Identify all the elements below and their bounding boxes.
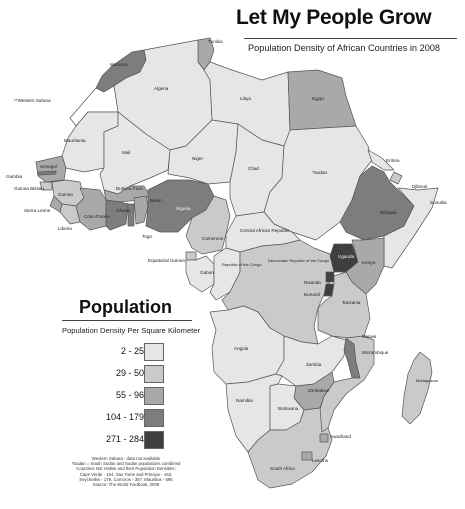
label-liberia: Liberia — [58, 226, 72, 231]
label-angola: Angola — [234, 346, 249, 351]
label-algeria: Algeria — [154, 86, 169, 91]
country-djibouti — [389, 171, 403, 185]
legend-swatch — [144, 431, 164, 449]
label-chad: Chad — [248, 166, 259, 171]
note-line: Western Sahara - data not available — [91, 456, 161, 461]
label-madagascar: Madagascar — [416, 378, 439, 383]
label-morocco: Morocco — [110, 62, 128, 67]
label-car: Central African Republic — [240, 228, 290, 233]
label-uganda: Uganda — [338, 254, 355, 259]
legend-swatch — [144, 365, 164, 383]
label-libya: Libya — [240, 96, 251, 101]
country-ghana — [105, 199, 129, 231]
label-tanzania: Tanzania — [342, 300, 361, 305]
label-niger: Niger — [192, 156, 203, 161]
label-sierra-leone: Sierra Leone — [24, 208, 51, 213]
label-south-africa: South Africa — [270, 466, 295, 471]
label-cote-divoire: Cote d'Ivoire — [84, 214, 110, 219]
label-sudan: *Sudan — [312, 170, 328, 175]
label-benin: Benin — [150, 198, 162, 203]
note-line: Source: The World Factbook, 2009 — [92, 482, 160, 488]
label-lesotho: Lesotho — [312, 458, 329, 463]
country-benin — [133, 195, 149, 225]
legend-subtitle: Population Density Per Square Kilometer — [62, 326, 201, 335]
legend-item: 29 - 50 — [80, 365, 190, 383]
legend-divider — [62, 320, 192, 321]
country-swaziland — [319, 433, 329, 443]
country-south-africa — [247, 407, 333, 489]
country-togo — [127, 203, 135, 227]
country-rwanda — [325, 271, 335, 283]
label-burundi: Burundi — [304, 292, 320, 297]
label-nigeria: Nigeria — [176, 206, 191, 211]
map-title: Let My People Grow — [236, 6, 432, 29]
label-cameroon: Cameroon — [202, 236, 224, 241]
legend-swatch — [144, 409, 164, 427]
label-rwanda: Rwanda — [304, 280, 321, 285]
label-eritrea: Eritrea — [386, 158, 400, 163]
legend-item-label: 2 - 25 — [120, 346, 144, 356]
label-drc: Democratic Republic of the Congo — [268, 258, 330, 263]
label-equatorial-guinea: Equatorial Guinea — [148, 258, 185, 263]
legend-swatch — [144, 343, 164, 361]
country-kenya — [345, 237, 385, 295]
label-egypt: Egypt — [312, 96, 324, 101]
label-namibia: Namibia — [236, 398, 253, 403]
label-zambia: Zambia — [306, 362, 322, 367]
label-mozambique: Mozambique — [362, 350, 389, 355]
label-swaziland: Swaziland — [330, 434, 351, 439]
legend-item-label: 55 - 96 — [115, 390, 144, 400]
country-guinea-bissau — [39, 181, 53, 191]
label-western-sahara: **Western Sahara — [14, 98, 51, 103]
title-divider — [244, 38, 457, 39]
legend-item: 55 - 96 — [80, 387, 190, 405]
label-gambia: Gambia — [6, 174, 23, 179]
label-botswana: Botswana — [278, 406, 299, 411]
label-zimbabwe: Zimbabwe — [308, 388, 330, 393]
map-subtitle: Population Density of African Countries … — [248, 43, 441, 53]
country-gambia — [37, 170, 57, 176]
note-line: Cape Verde - 104, Sao Tome and Principe … — [79, 471, 173, 477]
label-gabon: Gabon — [200, 270, 214, 275]
label-malawi: Malawi — [362, 334, 376, 339]
country-zambia — [275, 335, 347, 387]
note-line: Countries Not Visible and their Populati… — [76, 466, 176, 472]
label-senegal: Senegal — [40, 164, 57, 169]
label-djibouti: Djibouti — [412, 184, 427, 189]
label-ghana: Ghana — [116, 208, 130, 213]
note-line: *Sudan = South Sudan and Sudan populatio… — [71, 461, 181, 467]
country-madagascar — [401, 351, 433, 425]
label-ethiopia: Ethiopia — [380, 210, 397, 215]
legend-swatch — [144, 387, 164, 405]
legend-item-label: 29 - 50 — [115, 368, 144, 378]
legend-item-label: 104 - 179 — [105, 412, 144, 422]
legend-title: Population — [79, 297, 172, 317]
legend-item: 271 - 284 — [80, 431, 190, 449]
legend-item: 2 - 25 — [80, 343, 190, 361]
country-tanzania — [317, 271, 371, 339]
country-senegal — [35, 155, 67, 183]
label-togo: Togo — [142, 234, 152, 239]
label-kenya: Kenya — [362, 260, 375, 265]
label-republic-congo: Republic of the Congo — [222, 262, 262, 267]
label-guinea: Guinea — [58, 192, 73, 197]
country-somalia — [383, 187, 439, 269]
label-somalia: Somalia — [430, 200, 447, 205]
label-guinea-bissau: Guinea Bissau — [14, 186, 44, 191]
label-tunisia: Tunisia — [208, 39, 223, 44]
label-mali: Mali — [122, 150, 130, 155]
label-mauritania: Mauritania — [64, 138, 86, 143]
country-cote-divoire — [75, 187, 107, 231]
label-burkina-faso: Burkina Faso — [116, 186, 144, 191]
note-line: Seychelles - 179, Comoros - 357, Mauriti… — [79, 476, 173, 482]
country-lesotho — [301, 451, 313, 461]
legend-item: 104 - 179 — [80, 409, 190, 427]
map-notes: Western Sahara - data not available *Sud… — [60, 456, 192, 487]
legend-item-label: 271 - 284 — [105, 434, 144, 444]
country-equatorial-guinea — [185, 251, 197, 261]
country-eritrea — [367, 149, 395, 171]
